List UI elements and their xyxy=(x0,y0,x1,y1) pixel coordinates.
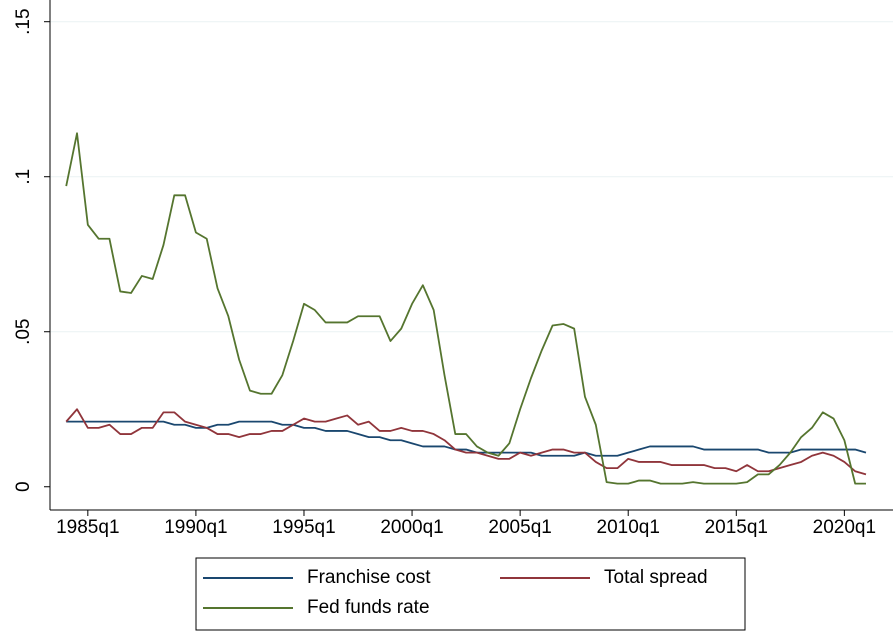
x-tick-label: 2015q1 xyxy=(705,517,768,538)
series-line xyxy=(65,132,866,485)
y-tick-label: .15 xyxy=(13,8,34,34)
y-tick-label: .1 xyxy=(13,169,34,185)
y-tick-label: 0 xyxy=(13,481,34,492)
x-tick-label: 2020q1 xyxy=(813,517,876,538)
x-tick-label: 2010q1 xyxy=(597,517,660,538)
x-tick-label: 1995q1 xyxy=(272,517,335,538)
legend-box xyxy=(195,557,746,631)
series-line xyxy=(65,408,867,476)
x-tick-label: 2005q1 xyxy=(488,517,551,538)
series-line xyxy=(66,420,867,457)
x-tick-label: 1990q1 xyxy=(164,517,227,538)
legend-label: Total spread xyxy=(604,567,708,588)
y-tick-label: .05 xyxy=(13,319,34,345)
legend-label: Franchise cost xyxy=(307,567,431,588)
legend-label: Fed funds rate xyxy=(307,597,430,618)
x-tick-label: 2000q1 xyxy=(380,517,443,538)
x-tick-label: 1985q1 xyxy=(56,517,119,538)
